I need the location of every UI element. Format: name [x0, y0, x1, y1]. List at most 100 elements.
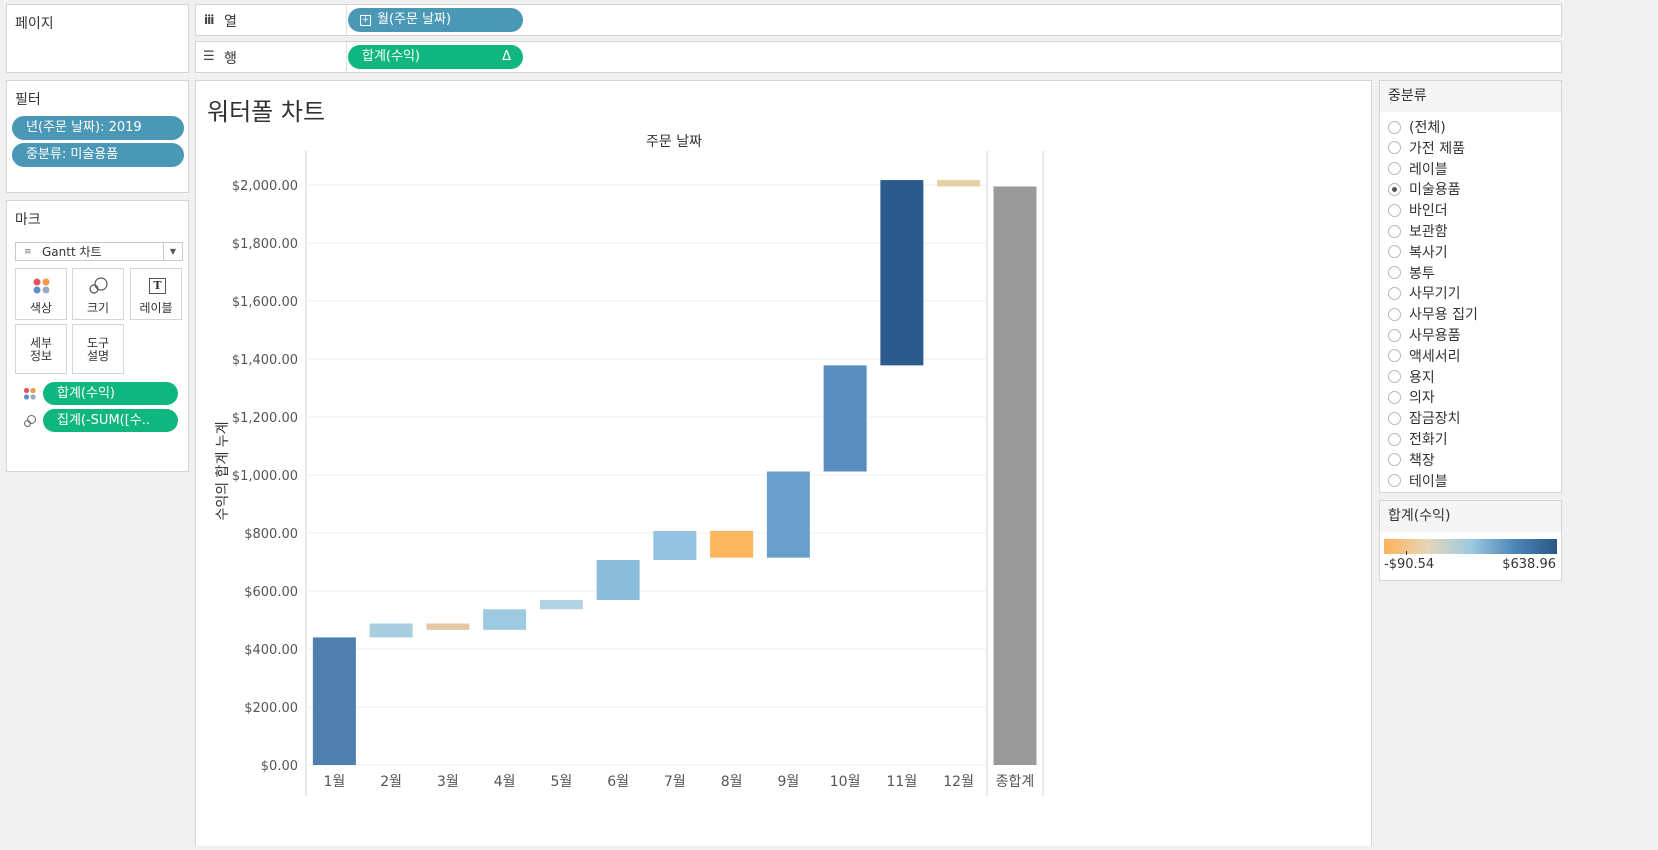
subcategory-option-label: 잠금장치 [1409, 411, 1461, 428]
marks-field-size[interactable]: 집계(-SUM([수.. [43, 409, 178, 432]
subcategory-option[interactable]: 액세서리 [1388, 345, 1461, 367]
y-tick-label: $1,600.00 [232, 295, 298, 310]
subcategory-option[interactable]: 가전 제품 [1388, 137, 1465, 159]
marks-detail-button[interactable]: 세부 정보 [15, 324, 67, 374]
radio-button[interactable] [1388, 286, 1401, 300]
subcategory-option[interactable]: 사무기기 [1388, 282, 1461, 304]
subcategory-option-label: 책장 [1409, 452, 1435, 469]
radio-button[interactable] [1388, 245, 1401, 259]
subcategory-option[interactable]: 사무용품 [1388, 324, 1461, 346]
x-tick-label: 9월 [777, 774, 799, 790]
subcategory-option-label: 사무기기 [1409, 286, 1461, 303]
subcategory-option-label: 레이블 [1409, 161, 1448, 178]
mark-type-dropdown[interactable]: ≡ Gantt 차트 ▼ [15, 242, 183, 261]
table-calc-delta-icon: Δ [502, 49, 511, 64]
radio-button[interactable] [1388, 432, 1401, 446]
radio-button[interactable] [1388, 390, 1401, 404]
subcategory-option[interactable]: 봉투 [1388, 262, 1435, 284]
radio-button[interactable] [1388, 370, 1401, 384]
columns-shelf[interactable]: iii 열 + 월(주문 날짜) [195, 4, 1562, 36]
subcategory-option-label: 전화기 [1409, 432, 1448, 448]
size-circles-icon [24, 415, 36, 427]
filter-pill-subcategory[interactable]: 중분류: 미술용품 [12, 143, 184, 167]
rows-shelf[interactable]: ☰ 행 합계(수익) Δ [195, 41, 1562, 73]
rows-label: 행 [224, 51, 237, 67]
waterfall-bar [710, 530, 754, 558]
subcategory-option[interactable]: 보관함 [1388, 220, 1448, 242]
marks-field-color[interactable]: 합계(수익) [43, 382, 178, 405]
marks-panel[interactable]: 마크 ≡ Gantt 차트 ▼ 색상 크기 T 레이블 세부 정보 도구 설명 … [6, 200, 189, 472]
radio-button[interactable] [1388, 203, 1401, 217]
subcategory-option[interactable]: 레이블 [1388, 158, 1448, 180]
waterfall-bar [539, 599, 583, 610]
subcategory-option[interactable]: 용지 [1388, 366, 1435, 388]
subcategory-option[interactable]: (전체) [1388, 116, 1446, 138]
subcategory-option-label: 액세서리 [1409, 348, 1461, 365]
subcategory-option[interactable]: 테이블 [1388, 470, 1448, 492]
x-tick-label: 1월 [323, 774, 345, 790]
subcategory-option[interactable]: 사무용 집기 [1388, 303, 1478, 325]
subcategory-filter-title: 중분류 [1380, 81, 1561, 112]
subcategory-option-label: 미술용품 [1409, 182, 1461, 199]
subcategory-option-label: 가전 제품 [1409, 140, 1465, 157]
radio-button[interactable] [1388, 411, 1401, 425]
color-dots-icon [23, 387, 36, 400]
subcategory-option-label: 용지 [1409, 369, 1435, 386]
filter-pill-year[interactable]: 년(주문 날짜): 2019 [12, 116, 184, 140]
subcategory-option[interactable]: 잠금장치 [1388, 407, 1461, 429]
radio-button[interactable] [1388, 182, 1401, 196]
view-panel[interactable]: 워터폴 차트 주문 날짜 수익의 합계 누계 $0.00 $200.00 $400.00… [195, 80, 1372, 846]
rows-pill-profit[interactable]: 합계(수익) Δ [348, 45, 523, 69]
x-tick-label: 10월 [830, 774, 861, 790]
marks-color-button[interactable]: 색상 [15, 268, 67, 320]
grand-total-bar [993, 186, 1037, 765]
radio-button[interactable] [1388, 453, 1401, 467]
y-tick-label: $1,800.00 [232, 237, 298, 252]
radio-button[interactable] [1388, 224, 1401, 238]
radio-button[interactable] [1388, 141, 1401, 155]
pages-panel[interactable]: 페이지 [6, 4, 189, 73]
color-legend-card[interactable]: 합계(수익) -$90.54 $638.96 [1379, 500, 1562, 581]
columns-pill-month[interactable]: + 월(주문 날짜) [348, 8, 523, 32]
subcategory-option[interactable]: 의자 [1388, 386, 1435, 408]
radio-button[interactable] [1388, 120, 1401, 134]
subcategory-option-label: 사무용 집기 [1409, 307, 1478, 324]
subcategory-option[interactable]: 복사기 [1388, 241, 1448, 263]
y-axis-title: 수익의 합계 누계 [215, 421, 231, 520]
radio-button[interactable] [1388, 307, 1401, 321]
color-dots-icon [33, 278, 50, 294]
waterfall-bar [426, 623, 470, 630]
y-tick-label: $2,000.00 [232, 179, 298, 194]
waterfall-bar [880, 180, 924, 366]
y-tick-label: $1,200.00 [232, 411, 298, 426]
marks-label-button[interactable]: T 레이블 [130, 268, 182, 320]
subcategory-option[interactable]: 전화기 [1388, 428, 1448, 450]
filters-panel[interactable]: 필터 년(주문 날짜): 2019 중분류: 미술용품 [6, 80, 189, 193]
legend-zero-tick [1406, 551, 1407, 555]
subcategory-option[interactable]: 미술용품 [1388, 178, 1461, 200]
y-tick-label: $200.00 [244, 701, 298, 716]
x-tick-label: 4월 [494, 774, 516, 790]
radio-button[interactable] [1388, 162, 1401, 176]
subcategory-option[interactable]: 책장 [1388, 449, 1435, 471]
gantt-icon: ≡ [24, 247, 32, 257]
waterfall-bar [653, 530, 697, 560]
size-circles-icon [89, 277, 108, 294]
radio-button[interactable] [1388, 474, 1401, 488]
subcategory-option-label: 바인더 [1409, 203, 1448, 220]
rows-icon: ☰ [203, 49, 215, 64]
radio-button[interactable] [1388, 328, 1401, 342]
x-tick-label: 5월 [550, 774, 572, 790]
marks-tooltip-button[interactable]: 도구 설명 [72, 324, 124, 374]
subcategory-option[interactable]: 바인더 [1388, 199, 1448, 221]
y-tick-label: $0.00 [261, 759, 298, 774]
waterfall-bar [483, 609, 527, 630]
grand-total-label: 종합계 [996, 774, 1035, 790]
x-tick-label: 3월 [437, 774, 459, 790]
radio-button[interactable] [1388, 266, 1401, 280]
y-tick-label: $400.00 [244, 643, 298, 658]
waterfall-bar [312, 637, 356, 765]
radio-button[interactable] [1388, 349, 1401, 363]
marks-size-button[interactable]: 크기 [72, 268, 124, 320]
